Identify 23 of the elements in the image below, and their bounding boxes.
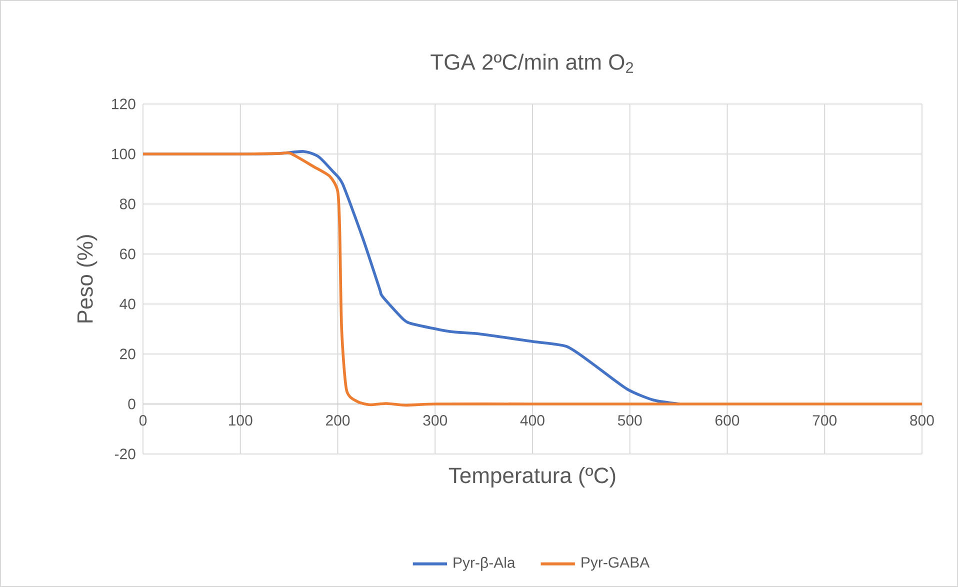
x-tick-label: 100 bbox=[228, 415, 252, 426]
x-axis-title: Temperatura (ºC) bbox=[448, 467, 616, 488]
x-tick-label: 700 bbox=[812, 415, 837, 426]
y-tick-label: 0 bbox=[128, 398, 136, 410]
y-tick-label: 60 bbox=[120, 248, 136, 260]
legend-label: Pyr-β-Ala bbox=[454, 556, 516, 571]
y-axis-title: Peso (%) bbox=[76, 235, 98, 322]
legend-label: Pyr-GABA bbox=[582, 557, 650, 571]
x-tick-label: 0 bbox=[139, 415, 147, 426]
line-series bbox=[143, 152, 922, 407]
chart-title: TGA 2ºC/min atm O$_{2}$ bbox=[430, 54, 634, 73]
y-tick-label: 80 bbox=[120, 198, 136, 210]
y-tick-label: 20 bbox=[120, 348, 136, 360]
y-tick-label: 120 bbox=[112, 98, 136, 110]
x-tick-label: 500 bbox=[618, 415, 642, 426]
y-tick-label: 40 bbox=[120, 298, 136, 310]
x-tick-label: 400 bbox=[520, 415, 544, 426]
x-tick-label: 300 bbox=[423, 415, 448, 426]
y-tick-label: -20 bbox=[114, 448, 136, 460]
x-tick-label: 200 bbox=[326, 415, 350, 426]
x-tick-label: 800 bbox=[910, 415, 934, 426]
x-tick-label: 600 bbox=[715, 415, 740, 426]
y-tick-label: 100 bbox=[112, 148, 136, 160]
